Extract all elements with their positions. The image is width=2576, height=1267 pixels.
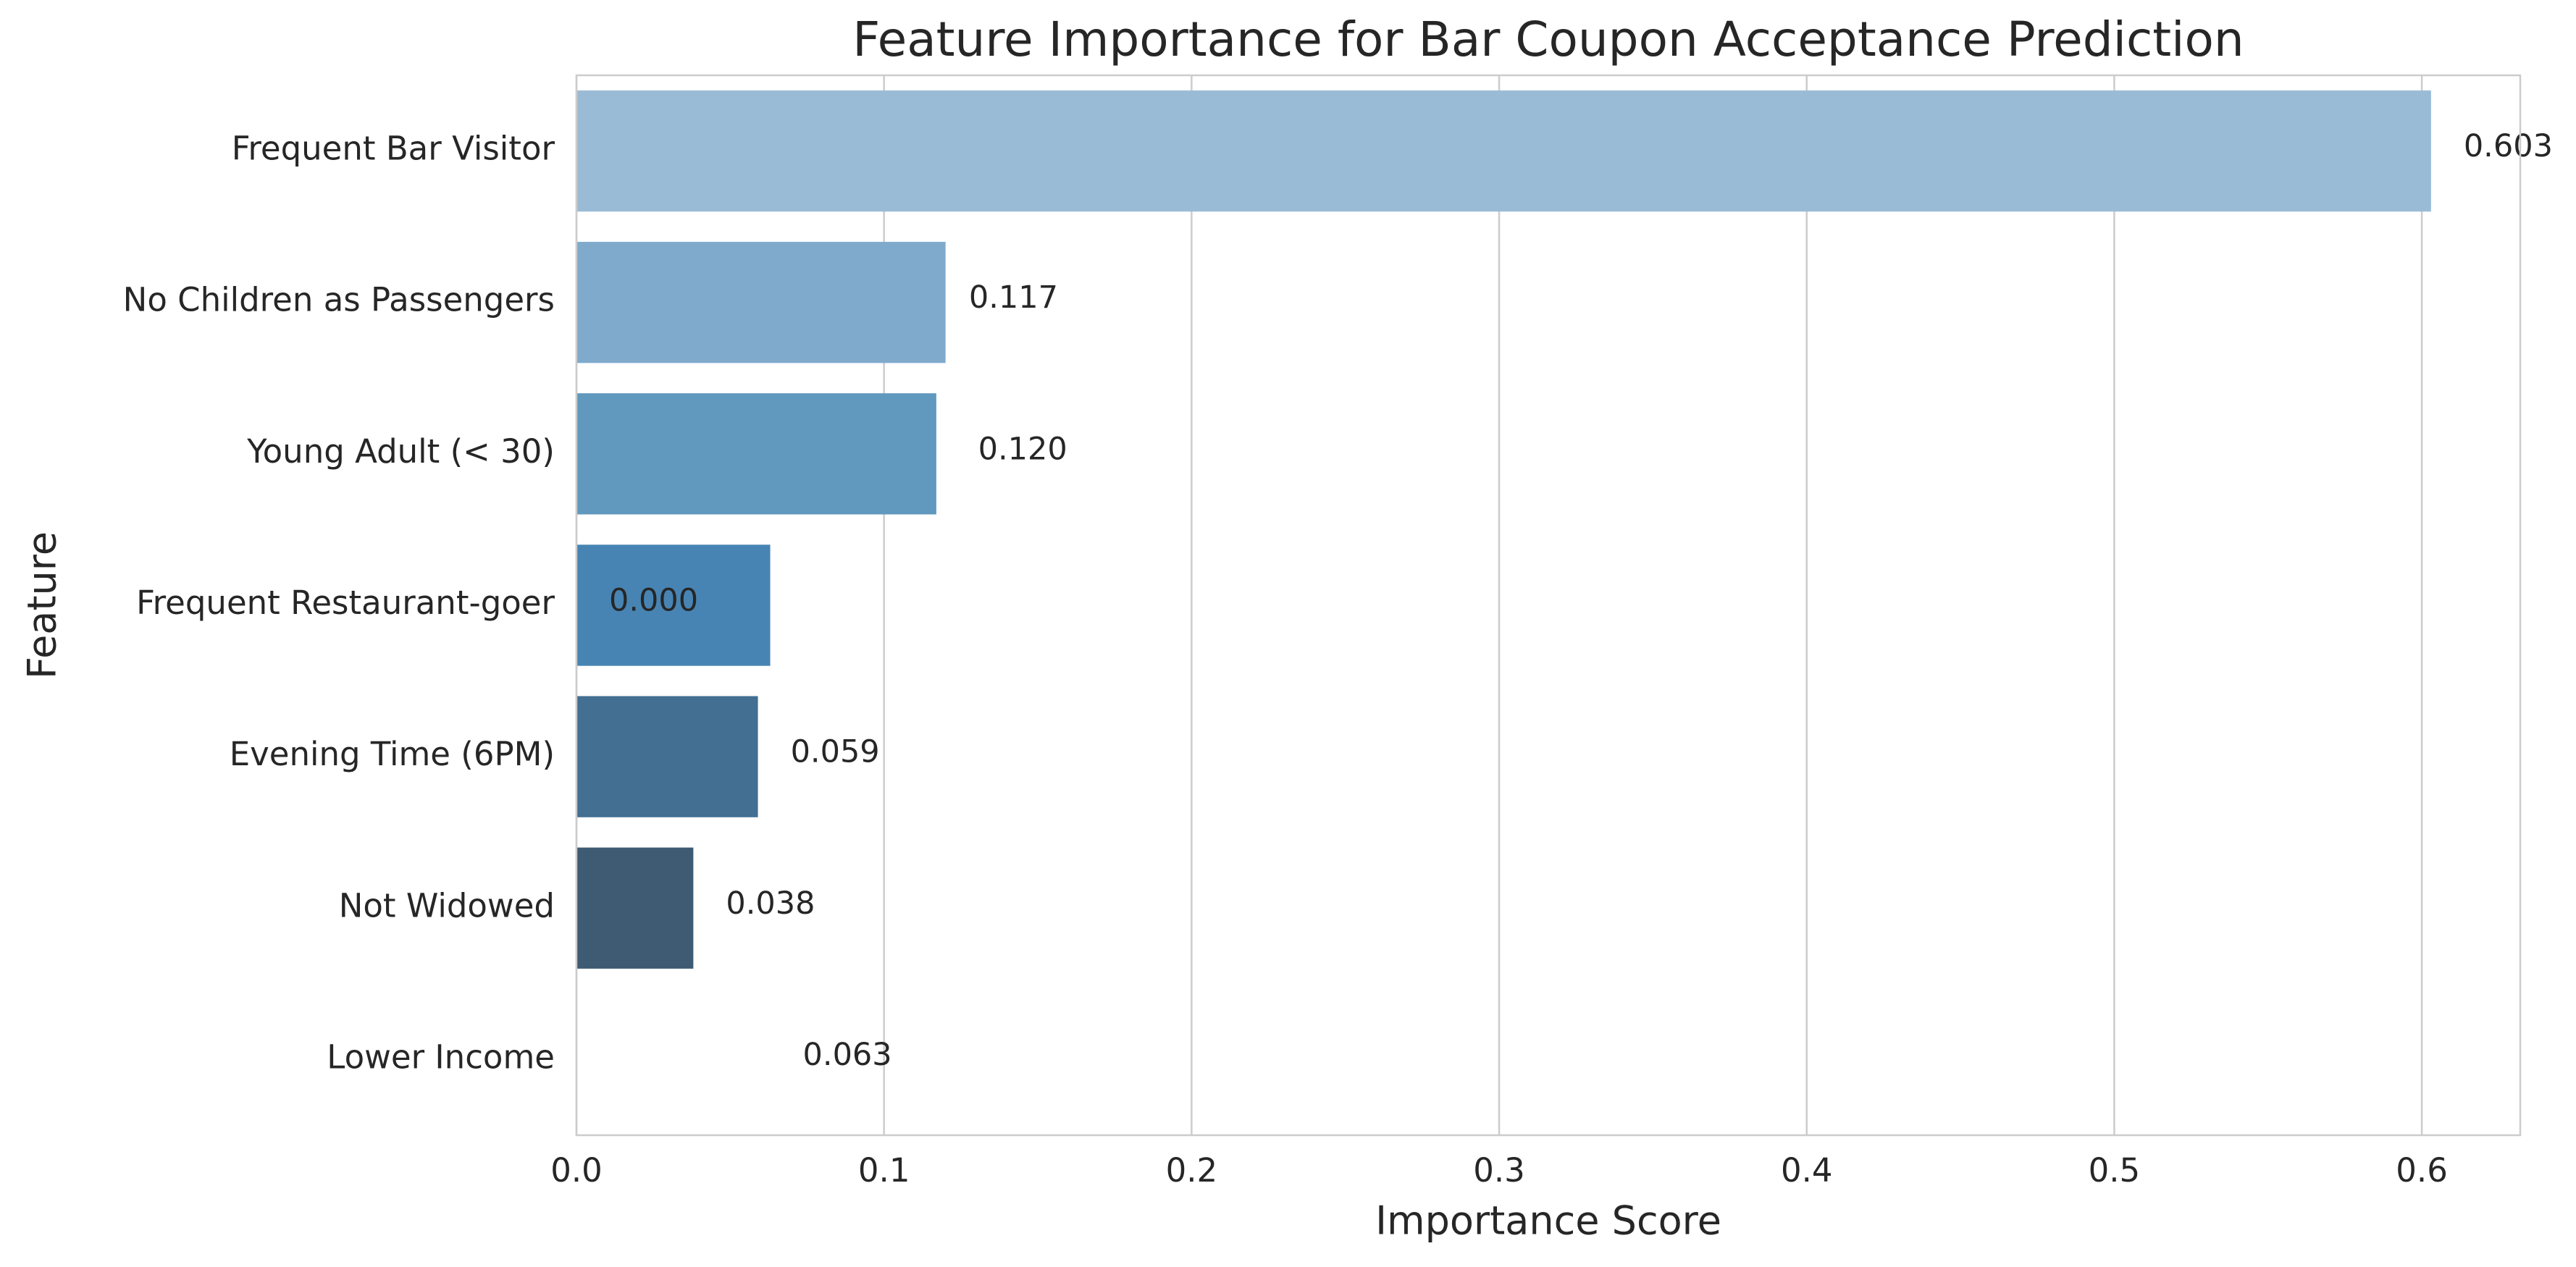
bar	[576, 544, 771, 666]
bar	[576, 242, 946, 363]
y-tick-label: Lower Income	[327, 1037, 555, 1076]
y-axis-label: Feature	[20, 531, 65, 679]
y-tick-label: Not Widowed	[339, 886, 555, 925]
y-tick-label: Young Adult (< 30)	[246, 432, 555, 471]
chart-title: Feature Importance for Bar Coupon Accept…	[852, 12, 2244, 67]
annotation: 0.120	[978, 431, 1067, 467]
bar	[576, 90, 2431, 212]
annotation: 0.059	[791, 734, 880, 770]
y-tick-label: Frequent Bar Visitor	[232, 130, 555, 168]
bar	[576, 393, 936, 515]
x-tick-label: 0.2	[1166, 1151, 1218, 1190]
bar	[576, 696, 758, 817]
x-tick-label: 0.6	[2396, 1151, 2448, 1190]
annotation: 0.603	[2464, 128, 2553, 164]
plot-frame	[575, 74, 2522, 1137]
bar	[576, 847, 694, 969]
annotation: 0.063	[803, 1037, 892, 1073]
x-tick-label: 0.0	[550, 1151, 603, 1190]
y-tick-label: Evening Time (6PM)	[230, 735, 555, 773]
annotation: 0.038	[726, 885, 815, 922]
x-tick-label: 0.1	[858, 1151, 910, 1190]
x-axis-label: Importance Score	[1375, 1198, 1721, 1244]
annotation: 0.117	[969, 279, 1058, 316]
y-tick-label: Frequent Restaurant-goer	[136, 584, 555, 622]
x-tick-label: 0.4	[1781, 1151, 1833, 1190]
y-tick-label: No Children as Passengers	[123, 281, 555, 319]
annotation: 0.000	[609, 583, 698, 619]
x-tick-label: 0.3	[1473, 1151, 1525, 1190]
x-tick-label: 0.5	[2089, 1151, 2141, 1190]
